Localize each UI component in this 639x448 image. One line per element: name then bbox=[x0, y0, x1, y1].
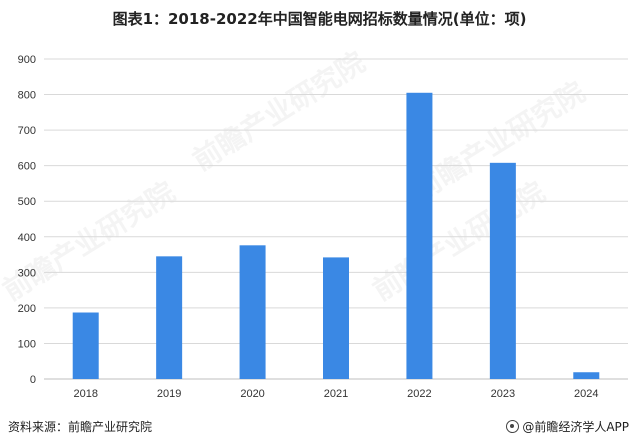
bar-2021 bbox=[323, 257, 349, 379]
chart-title: 图表1：2018-2022年中国智能电网招标数量情况(单位：项) bbox=[112, 10, 527, 28]
y-tick-label: 500 bbox=[18, 196, 36, 208]
y-tick-label: 800 bbox=[18, 90, 36, 102]
qianzhan-logo-icon bbox=[506, 420, 520, 433]
y-tick-label: 200 bbox=[18, 303, 36, 315]
brand-label: @前瞻经济学人APP bbox=[522, 420, 629, 434]
bar-2023 bbox=[489, 162, 516, 379]
y-tick-label: 600 bbox=[18, 161, 36, 173]
x-tick-label: 2023 bbox=[491, 388, 515, 400]
bar-2020 bbox=[239, 245, 266, 379]
bar-2022 bbox=[406, 92, 433, 380]
x-tick-label: 2020 bbox=[240, 388, 264, 400]
x-tick-label: 2019 bbox=[157, 388, 181, 400]
brand-footer: @前瞻经济学人APP bbox=[506, 418, 629, 435]
y-tick-label: 900 bbox=[18, 54, 36, 66]
y-tick-label: 300 bbox=[18, 267, 36, 279]
bar-2018 bbox=[72, 312, 99, 379]
y-tick-label: 100 bbox=[18, 338, 36, 350]
y-tick-label: 400 bbox=[18, 232, 36, 244]
bar-2024 bbox=[573, 372, 600, 379]
x-tick-label: 2022 bbox=[407, 388, 431, 400]
source-note: 资料来源：前瞻产业研究院 bbox=[8, 420, 153, 434]
x-tick-label: 2024 bbox=[574, 388, 598, 400]
bar-2019 bbox=[156, 256, 183, 379]
y-tick-label: 0 bbox=[30, 374, 36, 386]
y-tick-label: 700 bbox=[18, 125, 36, 137]
x-tick-label: 2021 bbox=[324, 388, 348, 400]
x-tick-label: 2018 bbox=[73, 388, 97, 400]
